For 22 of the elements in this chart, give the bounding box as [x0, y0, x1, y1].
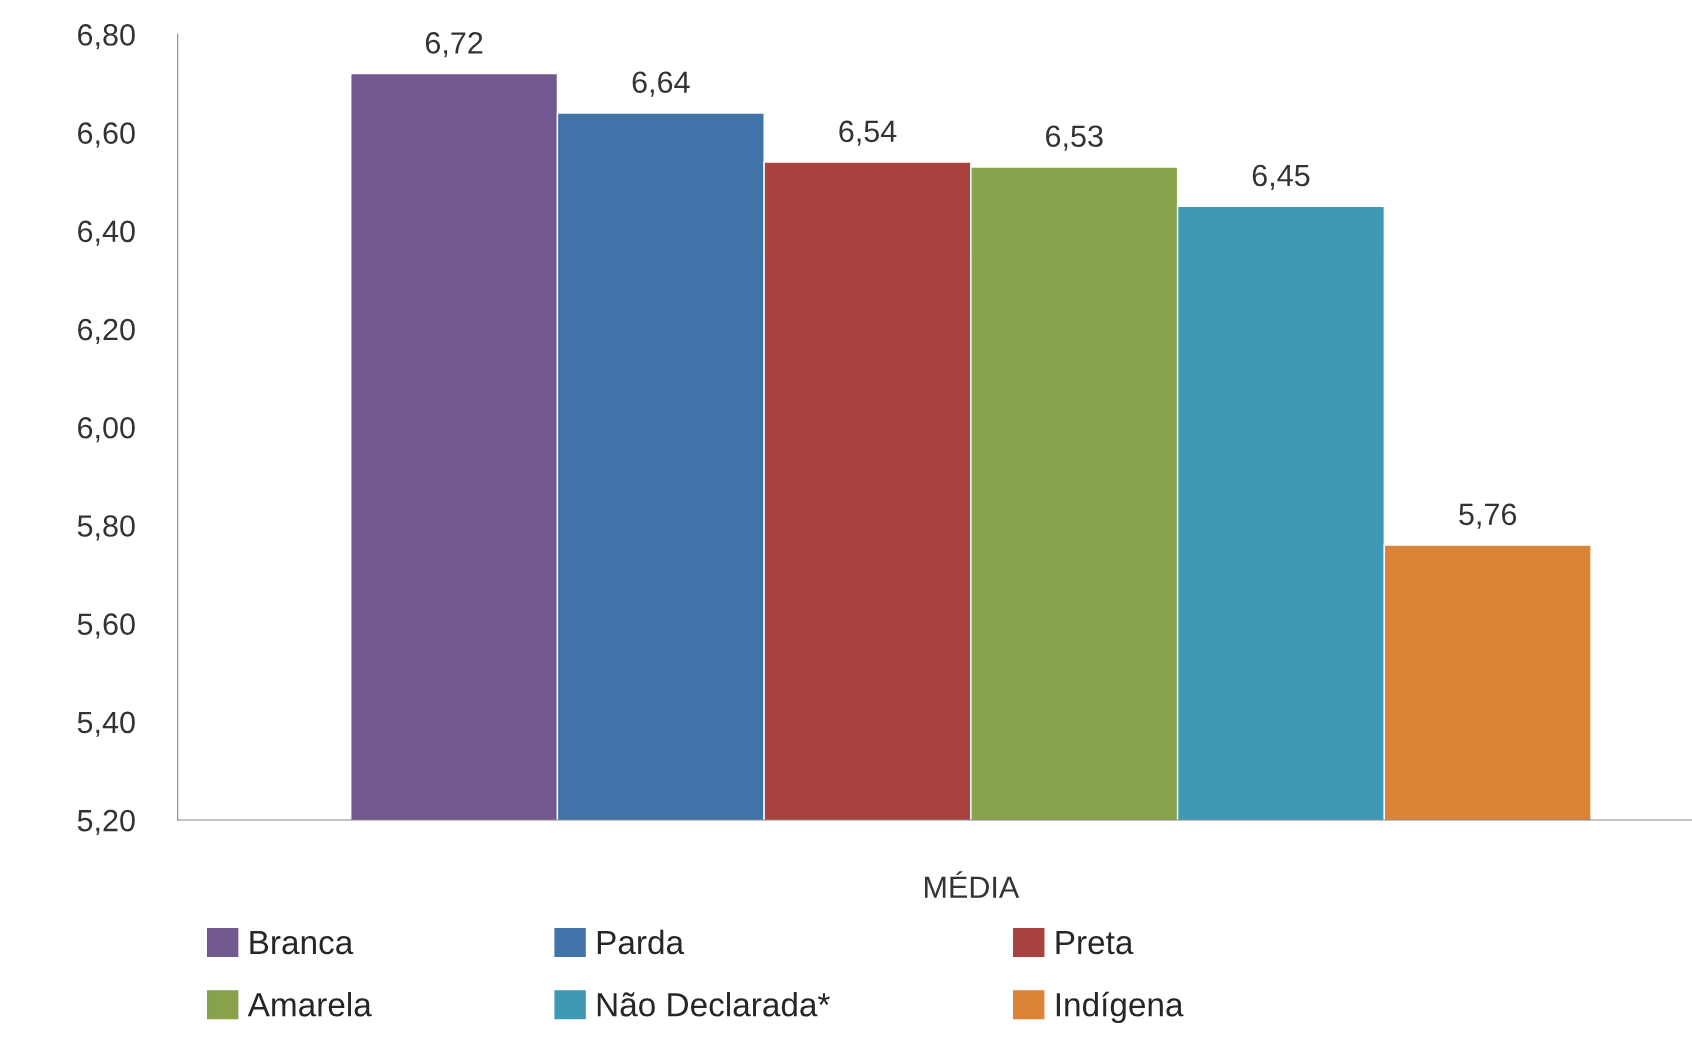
y-tick-label: 6,20	[78, 318, 135, 344]
x-tick-label: MÉDIA	[925, 871, 1020, 898]
legend-label: Preta	[1056, 931, 1134, 955]
y-tick-label: 6,60	[78, 122, 135, 148]
data-label: 6,45	[1252, 164, 1310, 190]
y-tick-label: 5,60	[77, 613, 135, 639]
y-tick-label: 6,80	[78, 24, 135, 50]
y-tick-label: 5,40	[77, 711, 135, 737]
legend-label: Parda	[597, 929, 685, 955]
data-label: 5,76	[1459, 503, 1517, 529]
data-label: 6,53	[1046, 125, 1103, 151]
data-label: 6,54	[839, 120, 897, 146]
y-tick-label: 5,80	[77, 515, 135, 541]
y-tick-label: 6,00	[78, 416, 135, 443]
data-label: 6,72	[425, 32, 483, 58]
y-tick-label: 5,20	[77, 809, 135, 836]
legend-label: Amarela	[247, 992, 372, 1017]
legend-label: Indígena	[1056, 991, 1184, 1024]
data-label: 6,64	[632, 71, 690, 97]
y-tick-label: 6,40	[78, 220, 135, 246]
legend-label: Não Declarada*	[597, 992, 830, 1017]
legend-label: Branca	[250, 931, 354, 955]
